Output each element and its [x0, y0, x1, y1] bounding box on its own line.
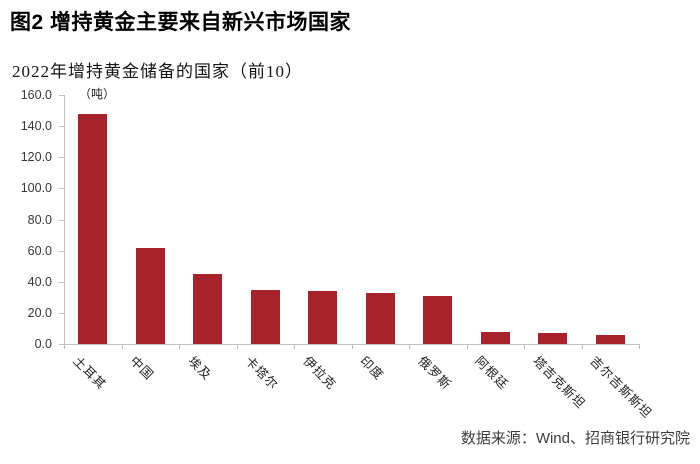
bar-9: [538, 333, 568, 344]
y-axis-tick-label: 40.0: [27, 274, 52, 289]
y-axis-tick: [59, 250, 64, 252]
y-axis-unit-label: （吨）: [79, 87, 116, 101]
x-axis-category-label: 俄罗斯: [415, 353, 454, 393]
figure-title: 图2 增持黄金主要来自新兴市场国家: [10, 11, 352, 34]
bar-5: [308, 291, 338, 344]
y-axis-tick: [59, 126, 64, 128]
x-axis-tick: [639, 345, 640, 349]
x-axis-tick: [121, 345, 123, 349]
x-axis-category-label: 塔吉克斯坦: [530, 353, 588, 412]
bar-4: [250, 289, 280, 344]
x-axis-tick: [581, 345, 583, 349]
x-axis-category-label: 阿根廷: [472, 353, 512, 393]
y-axis-tick: [59, 188, 64, 190]
bar-7: [423, 295, 453, 344]
y-axis-tick: [59, 95, 64, 96]
x-axis-tick: [294, 345, 295, 349]
x-axis-line: [64, 344, 640, 345]
y-axis-tick: [59, 344, 64, 345]
x-axis-tick: [179, 345, 180, 349]
x-axis-category-label: 土耳其: [70, 353, 109, 393]
x-axis-tick: [524, 345, 525, 349]
bar-2: [135, 247, 165, 344]
x-axis-category-label: 中国: [127, 353, 157, 383]
y-axis-tick-label: 60.0: [27, 243, 52, 258]
bar-1: [78, 113, 108, 344]
x-axis-tick: [351, 345, 353, 349]
x-axis-category-label: 伊拉克: [300, 353, 339, 393]
x-axis-category-label: 吉尔吉斯斯坦: [587, 353, 655, 422]
chart-title: 2022年增持黄金储备的国家（前10）: [12, 62, 303, 81]
y-axis-tick-label: 100.0: [20, 181, 52, 196]
y-axis-tick: [59, 157, 64, 159]
y-axis-tick: [59, 312, 64, 314]
x-axis-tick: [64, 345, 65, 349]
x-axis-tick: [466, 345, 468, 349]
bar-6: [365, 292, 395, 344]
y-axis-tick-label: 140.0: [20, 119, 52, 134]
y-axis-tick-label: 20.0: [27, 305, 52, 320]
bar-8: [480, 331, 510, 345]
y-axis-tick-label: 160.0: [20, 88, 52, 102]
y-axis-tick: [59, 219, 64, 221]
y-axis-line: [64, 95, 65, 345]
bar-3: [193, 274, 223, 344]
bar-10: [595, 334, 625, 344]
x-axis-category-label: 印度: [357, 353, 387, 383]
x-axis-tick: [236, 345, 238, 349]
x-axis-category-label: 埃及: [185, 353, 215, 383]
y-axis-tick-label: 80.0: [27, 212, 52, 227]
y-axis-tick-label: 120.0: [20, 150, 52, 165]
data-source-note: 数据来源：Wind、招商银行研究院: [460, 430, 690, 447]
x-axis-category-label: 卡塔尔: [242, 353, 282, 393]
x-axis-tick: [409, 345, 410, 349]
y-axis-tick-label: 0.0: [34, 337, 52, 351]
y-axis-tick: [59, 281, 64, 283]
